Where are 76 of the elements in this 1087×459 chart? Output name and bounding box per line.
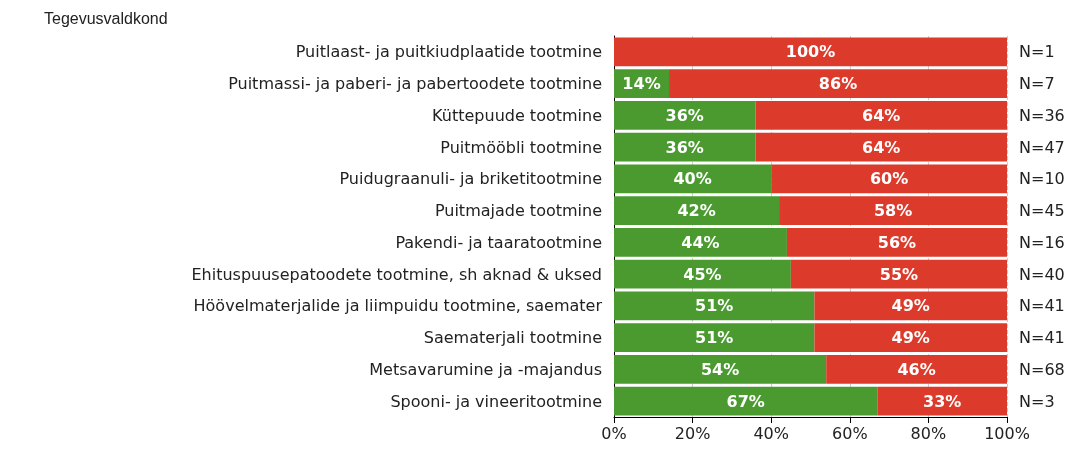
bar	[614, 228, 787, 257]
bar	[614, 101, 756, 130]
text: N=1	[1019, 42, 1055, 62]
data-label: 86%	[818, 74, 858, 94]
y-tick-label: Puidugraanuli- ja briketitootmine	[339, 169, 602, 189]
data-label: 45%	[683, 264, 722, 284]
x-tick-label: 40%	[753, 423, 789, 443]
data-label: 51%	[695, 328, 734, 348]
text: N=10	[1019, 169, 1065, 189]
x-tick-label: 60%	[832, 423, 868, 443]
text: N=68	[1019, 359, 1065, 379]
data-label: 51%	[695, 296, 734, 316]
bar	[614, 196, 780, 225]
text: N=40	[1019, 264, 1065, 284]
y-tick-label: Ehituspuusepatoodete tootmine, sh aknad & uksed	[191, 264, 602, 284]
bar	[614, 386, 878, 416]
text: N=3	[1019, 391, 1055, 411]
data-label: 40%	[673, 169, 712, 189]
data-label: 36%	[665, 105, 704, 125]
y-tick-label: Höövelmaterjalide ja liimpuidu tootmine, saemater	[193, 296, 603, 316]
data-label: 42%	[677, 201, 716, 221]
bar	[755, 101, 1007, 130]
y-axis-title: Tegevusvaldkond	[44, 9, 168, 27]
y-tick-label: Puitlaast- ja puitkiudplaatide tootmine	[295, 42, 602, 62]
bar	[614, 164, 772, 194]
data-label: 14%	[622, 74, 661, 94]
data-label: 64%	[862, 137, 901, 157]
bar	[786, 228, 1007, 257]
data-label: 44%	[681, 232, 720, 252]
x-tick-label: 100%	[984, 423, 1030, 443]
bar	[771, 164, 1007, 194]
bar	[755, 132, 1007, 162]
y-tick-label: Puitmassi- ja paberi- ja pabertoodete tootmine	[228, 74, 602, 94]
bar	[614, 291, 815, 321]
x-tick-label: 20%	[674, 423, 711, 443]
data-label: 67%	[726, 391, 765, 411]
text: N=47	[1019, 137, 1065, 157]
data-label: 55%	[879, 264, 919, 284]
bar	[877, 386, 1007, 416]
y-tick-label: Küttepuude tootmine	[432, 105, 602, 125]
text: N=41	[1019, 328, 1065, 348]
y-tick-label: Spooni- ja vineeritootmine	[390, 391, 602, 411]
bar	[614, 323, 815, 352]
bar	[826, 355, 1007, 384]
y-tick-label: Metsavarumine ja -majandus	[369, 359, 602, 379]
bar	[614, 37, 1007, 67]
text: N=36	[1019, 105, 1065, 125]
data-label: 49%	[891, 328, 930, 348]
data-label: 33%	[923, 391, 962, 411]
bar	[790, 259, 1007, 289]
bar	[669, 69, 1007, 98]
bar	[814, 291, 1007, 321]
bar	[614, 132, 756, 162]
y-tick-label: Saematerjali tootmine	[423, 328, 602, 348]
x-tick-label: 0%	[601, 423, 627, 443]
bar	[614, 355, 827, 384]
data-label: 49%	[891, 296, 930, 316]
data-label: 60%	[869, 169, 909, 189]
x-tick-label: 80%	[910, 423, 947, 443]
text: N=16	[1019, 232, 1065, 252]
y-tick-label: Puitmajade tootmine	[434, 201, 602, 221]
bar	[614, 259, 791, 289]
data-label: 46%	[897, 359, 936, 379]
data-label: 64%	[862, 105, 901, 125]
text: N=45	[1019, 201, 1065, 221]
text: N=7	[1019, 74, 1055, 94]
data-label: 36%	[665, 137, 704, 157]
y-tick-label: Pakendi- ja taaratootmine	[395, 232, 602, 252]
y-tick-label: Puitmööbli tootmine	[440, 137, 602, 157]
bar	[779, 196, 1007, 225]
data-label: 100%	[785, 42, 836, 62]
data-label: 54%	[700, 359, 740, 379]
data-label: 58%	[873, 201, 913, 221]
text: N=41	[1019, 296, 1065, 316]
data-label: 56%	[877, 232, 917, 252]
bar	[814, 323, 1007, 352]
